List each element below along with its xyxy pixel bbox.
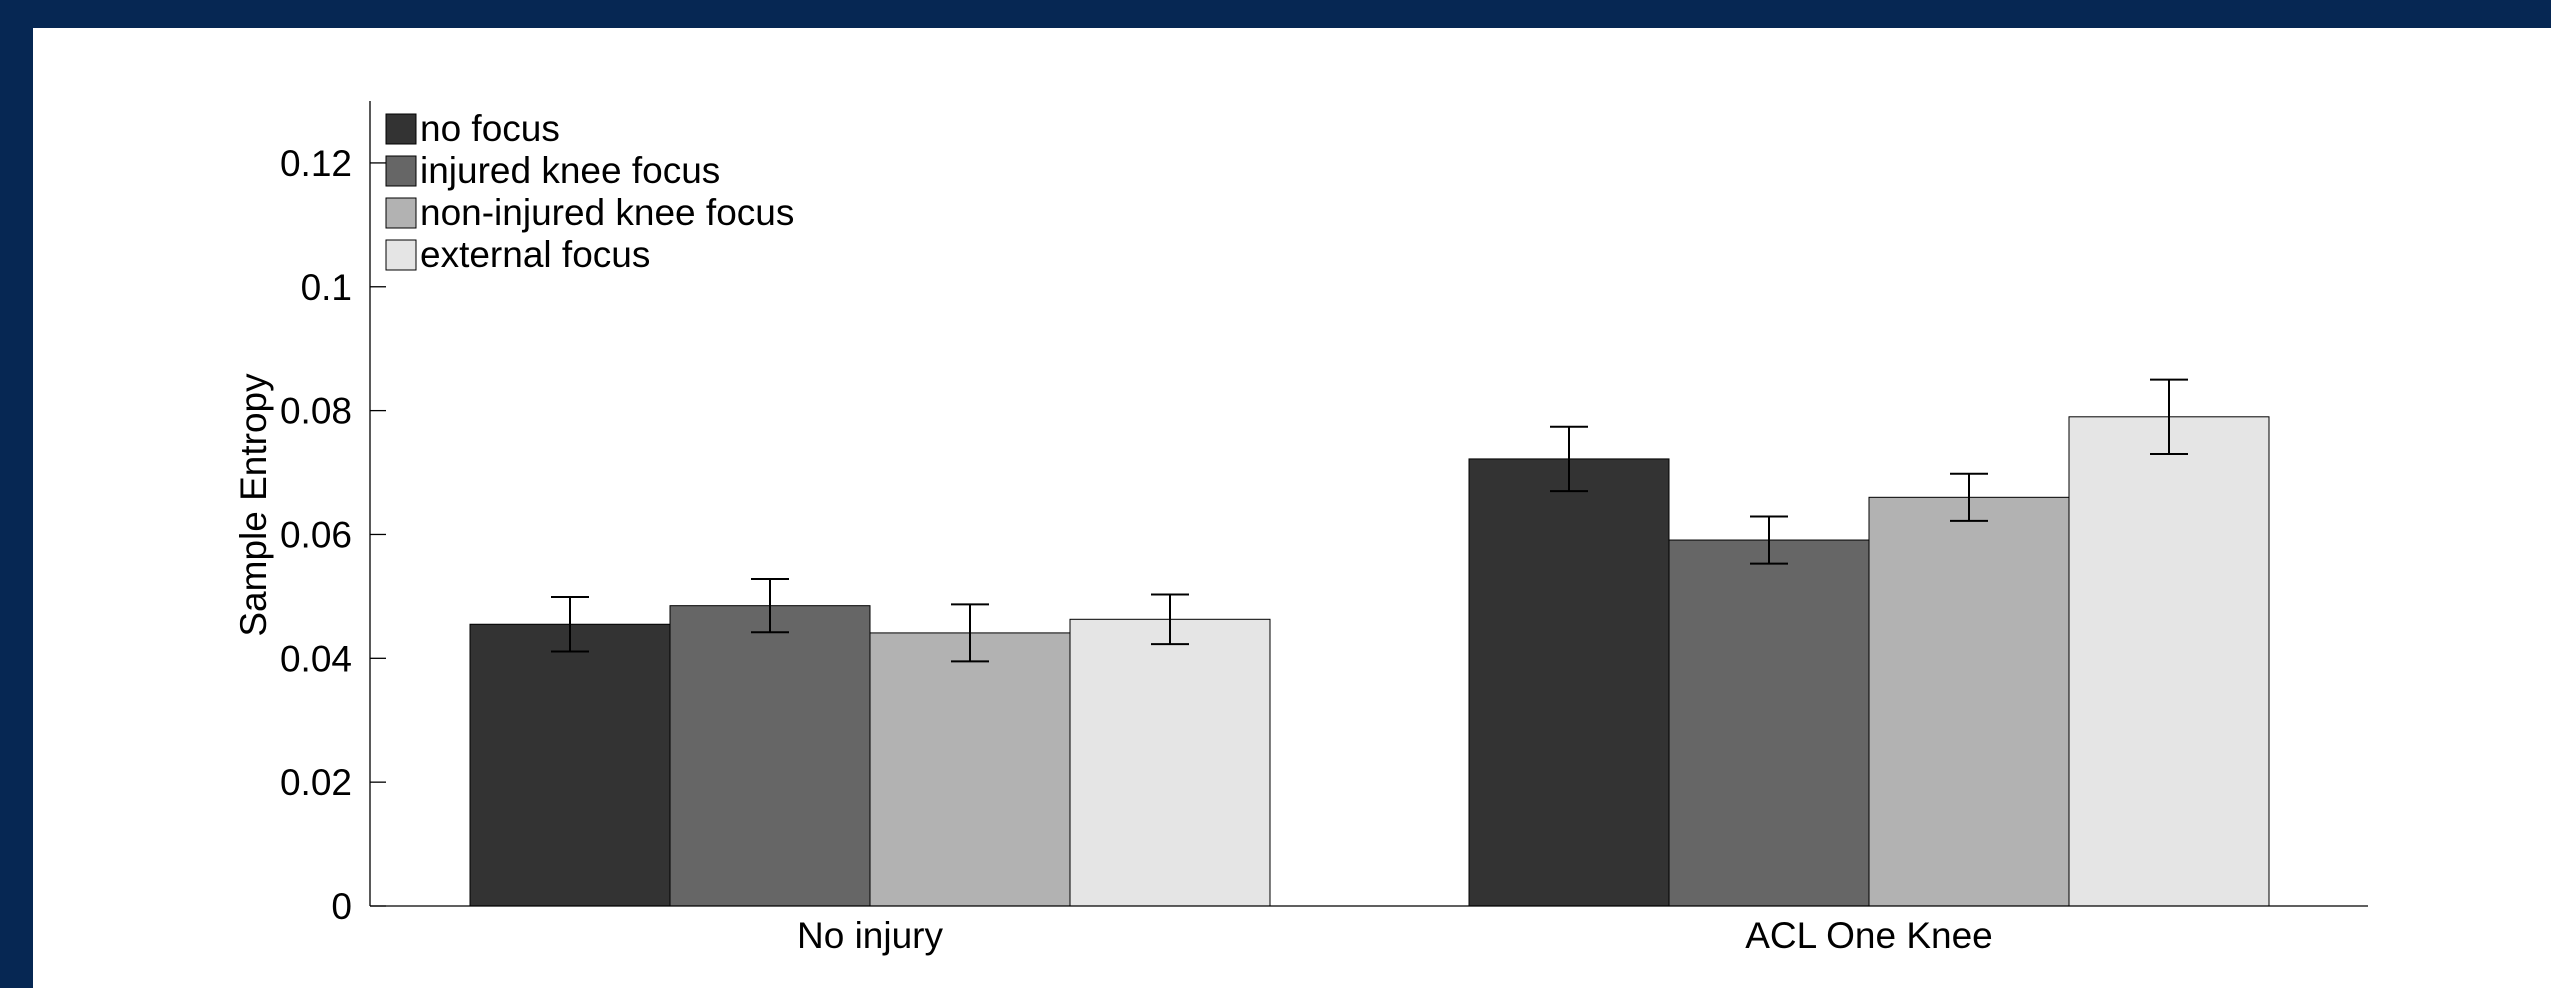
legend-label: external focus — [420, 234, 650, 275]
y-axis-label: Sample Entropy — [233, 373, 274, 637]
x-tick-label: No injury — [797, 915, 943, 956]
y-tick-label: 0.02 — [280, 762, 352, 803]
bar — [1468, 458, 1670, 907]
legend-label: injured knee focus — [420, 150, 720, 191]
y-ticks: 0 0.02 0.04 0.06 0.08 0.1 0.12 — [280, 143, 386, 927]
y-tick-label: 0.06 — [280, 514, 352, 555]
bars-layer — [469, 416, 2270, 907]
bar — [1668, 539, 1870, 907]
legend-swatch — [385, 113, 417, 145]
legend-label: no focus — [420, 108, 560, 149]
legend-swatch — [385, 197, 417, 229]
legend-swatch — [385, 155, 417, 187]
legend-label: non-injured knee focus — [420, 192, 794, 233]
bar — [2068, 416, 2270, 907]
y-tick-label: 0.1 — [301, 267, 352, 308]
bar — [1868, 496, 2070, 907]
x-tick-labels: No injury ACL One Knee — [797, 915, 1993, 956]
x-tick-label: ACL One Knee — [1745, 915, 1993, 956]
y-tick-label: 0.04 — [280, 638, 352, 679]
bar — [1069, 618, 1271, 907]
bar — [869, 632, 1071, 907]
legend-swatch — [385, 239, 417, 271]
axes-layer — [369, 101, 2368, 907]
y-tick-label: 0.12 — [280, 143, 352, 184]
bar — [469, 623, 671, 907]
figure-panel: 0 0.02 0.04 0.06 0.08 0.1 0.12 No injury ACL On… — [33, 28, 2551, 988]
error-bars-layer — [551, 378, 2188, 663]
y-tick-label: 0 — [331, 886, 352, 927]
y-tick-label: 0.08 — [280, 391, 352, 432]
bar-chart: 0 0.02 0.04 0.06 0.08 0.1 0.12 No injury ACL On… — [233, 101, 2368, 956]
bar — [669, 605, 871, 907]
